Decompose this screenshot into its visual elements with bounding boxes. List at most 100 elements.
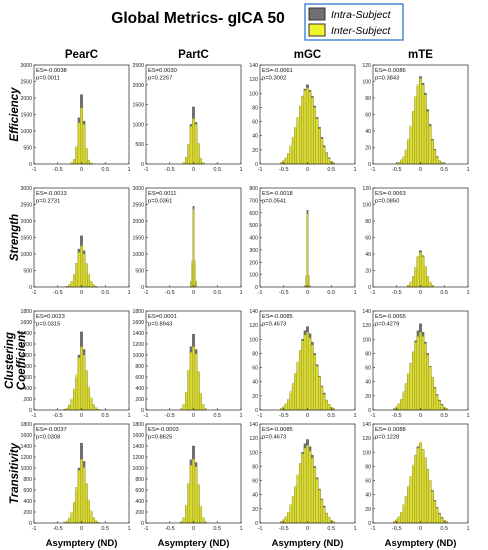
panel-strength-mte: 0 20 40 60 80 100 120 -1 -0.5 0 0.5 1 ES=-0.0063 p=0.…	[362, 186, 469, 296]
y-tick-label: 0	[255, 162, 258, 168]
y-tick-label: 40	[252, 493, 258, 499]
bar-inter-subject	[289, 391, 293, 411]
y-tick-label: 1400	[132, 331, 144, 337]
bar-inter-subject	[322, 146, 326, 165]
x-tick-label: 1	[127, 290, 130, 296]
y-tick-label: 80	[252, 464, 258, 470]
bar-inter-subject	[310, 344, 314, 411]
x-tick-label: 0	[306, 290, 309, 296]
p-value-label: p=0.0850	[375, 199, 399, 205]
bar-inter-subject	[428, 480, 432, 524]
bar-inter-subject	[199, 506, 202, 524]
x-tick-label: -0.5	[53, 413, 63, 419]
bar-inter-subject	[70, 281, 74, 288]
bar-inter-subject	[73, 501, 76, 524]
y-tick-label: 1800	[20, 422, 32, 428]
x-tick-label: 0.5	[327, 167, 335, 173]
effect-size-label: ES=-0.0037	[36, 427, 67, 433]
y-tick-label: 1000	[132, 252, 144, 258]
y-tick-label: 0	[368, 285, 371, 291]
legend: Intra-Subject Inter-Subject	[304, 3, 404, 41]
bar-inter-subject	[82, 354, 86, 411]
effect-size-label: ES=-0.0086	[375, 68, 406, 74]
y-tick-label: 120	[362, 63, 371, 69]
y-tick-label: 60	[252, 479, 258, 485]
bar-inter-subject	[426, 111, 429, 165]
y-tick-label: 100	[362, 80, 371, 86]
bar-inter-subject	[296, 361, 300, 411]
x-axis-label: Asymptery (ND)	[385, 538, 457, 549]
x-tick-label: 1	[239, 413, 242, 419]
effect-size-label: ES=0.0030	[148, 68, 177, 74]
x-tick-label: 1	[353, 526, 356, 532]
panel-efficiency-pearc: 0 500 1000 1500 2000 2500 3000 -1 -0.5 0 0.5 1 ES=-0…	[20, 63, 130, 173]
x-tick-label: 0	[80, 526, 83, 532]
y-tick-label: 20	[252, 507, 258, 513]
y-tick-label: 80	[365, 351, 371, 357]
bar-inter-subject	[435, 394, 439, 411]
bar-inter-subject	[196, 143, 200, 165]
bar-inter-subject	[68, 517, 71, 524]
y-tick-label: 1800	[132, 422, 144, 428]
bar-inter-subject	[73, 159, 76, 165]
effect-size-label: ES=-0.0085	[262, 427, 293, 433]
y-tick-label: 600	[135, 488, 144, 494]
x-tick-label: 0.5	[327, 290, 335, 296]
row-label-strength: Strength	[9, 214, 21, 261]
legend-swatch-intra	[308, 7, 326, 21]
y-tick-label: 20	[365, 269, 371, 275]
bar-inter-subject	[313, 354, 316, 411]
effect-size-label: ES=0.0001	[148, 314, 177, 320]
x-tick-label: -0.5	[165, 413, 175, 419]
bar-inter-subject	[397, 403, 401, 411]
effect-size-label: ES=-0.0061	[262, 68, 293, 74]
x-tick-label: -1	[32, 167, 37, 173]
x-tick-label: 1	[353, 167, 356, 173]
bar-inter-subject	[294, 127, 297, 165]
bar-inter-subject	[426, 469, 429, 524]
x-tick-label: 1	[127, 413, 130, 419]
x-tick-label: 0	[192, 526, 195, 532]
column-header-mte: mTE	[408, 49, 433, 61]
effect-size-label: ES=-0.0088	[375, 427, 406, 433]
x-tick-label: -1	[144, 526, 149, 532]
bar-inter-subject	[416, 336, 420, 411]
bar-inter-subject	[421, 449, 425, 524]
bar-inter-subject	[301, 95, 305, 165]
p-value-label: p=0.1228	[375, 435, 399, 441]
bar-inter-subject	[423, 94, 427, 165]
bar-inter-subject	[318, 128, 321, 165]
x-tick-label: 0.5	[101, 167, 109, 173]
bar-inter-subject	[194, 353, 198, 411]
y-tick-label: 120	[249, 77, 258, 83]
y-tick-label: 200	[23, 397, 32, 403]
bar-inter-subject	[92, 404, 95, 411]
bar-inter-subject	[435, 507, 439, 524]
bar-inter-subject	[92, 517, 95, 524]
y-tick-label: 1500	[20, 113, 32, 119]
effect-size-label: ES=0.0011	[148, 191, 176, 197]
y-tick-label: 0	[29, 521, 32, 527]
y-tick-label: 400	[135, 386, 144, 392]
bar-inter-subject	[296, 474, 300, 524]
x-tick-label: -1	[258, 167, 263, 173]
panel-strength-partc: 0 500 1000 1500 2000 2500 3000 -1 -0.5 0 0.5 1 ES=0.…	[132, 186, 242, 296]
bar-inter-subject	[308, 450, 312, 524]
p-value-label: p=0.4279	[375, 322, 399, 328]
y-tick-label: 2500	[132, 63, 144, 69]
bar-inter-subject	[308, 91, 312, 165]
bar-inter-subject	[291, 382, 295, 411]
column-header-mgc: mGC	[294, 49, 321, 61]
y-tick-label: 1000	[132, 466, 144, 472]
bar-inter-subject	[307, 275, 310, 288]
bar-inter-subject	[325, 153, 328, 165]
bar-inter-subject	[433, 149, 437, 165]
y-tick-label: 0	[141, 521, 144, 527]
x-tick-label: 1	[466, 290, 469, 296]
x-tick-label: -1	[32, 526, 37, 532]
x-tick-label: -0.5	[279, 167, 289, 173]
bar-inter-subject	[294, 486, 297, 524]
x-tick-label: -1	[258, 290, 263, 296]
y-tick-label: 2000	[20, 96, 32, 102]
bar-inter-subject	[187, 144, 191, 165]
